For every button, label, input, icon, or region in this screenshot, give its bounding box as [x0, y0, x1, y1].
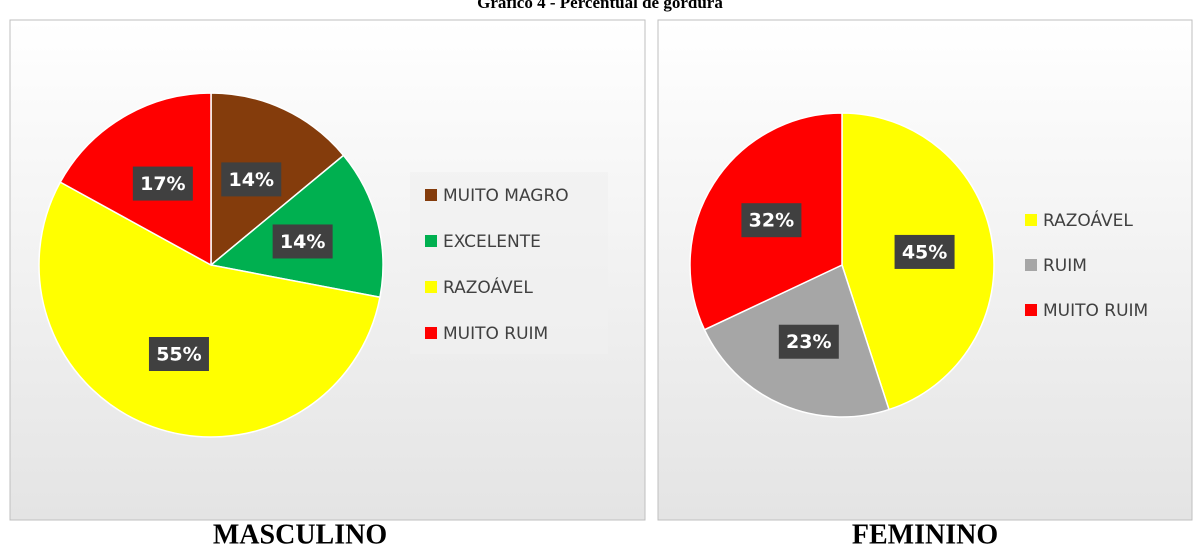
data-label-box: [741, 203, 802, 238]
legend-label: RAZOÁVEL: [443, 276, 533, 298]
legend-swatch: [425, 189, 437, 201]
legend-swatch: [425, 235, 437, 247]
data-label: 23%: [786, 331, 831, 353]
legend-label: MUITO RUIM: [443, 324, 548, 344]
legend-swatch: [1025, 214, 1037, 226]
data-label: 45%: [902, 241, 947, 263]
data-label-box: [148, 337, 209, 372]
legend-label: MUITO MAGRO: [443, 186, 569, 206]
legend-label: RUIM: [1043, 256, 1087, 276]
data-label: 17%: [140, 173, 185, 195]
chart-caption: MASCULINO: [213, 519, 387, 550]
data-label: 14%: [280, 231, 325, 253]
legend-swatch: [425, 281, 437, 293]
data-label: 55%: [156, 344, 201, 366]
data-label-box: [778, 324, 839, 359]
legend-swatch: [1025, 259, 1037, 271]
chart-caption: FEMININO: [852, 519, 998, 550]
pie-slice: [38, 181, 381, 438]
legend-label: EXCELENTE: [443, 232, 541, 252]
legend-swatch: [1025, 304, 1037, 316]
legend-label: MUITO RUIM: [1043, 301, 1148, 321]
data-label-box: [272, 224, 333, 259]
figure-title: Gráfico 4 - Percentual de gordura: [477, 0, 723, 12]
legend-swatch: [425, 327, 437, 339]
data-label: 14%: [229, 169, 274, 191]
data-label: 32%: [749, 210, 794, 232]
data-label-box: [221, 162, 282, 197]
legend-box: [410, 172, 608, 354]
data-label-box: [894, 234, 955, 269]
legend-label: RAZOÁVEL: [1043, 209, 1133, 231]
data-label-box: [132, 166, 193, 201]
